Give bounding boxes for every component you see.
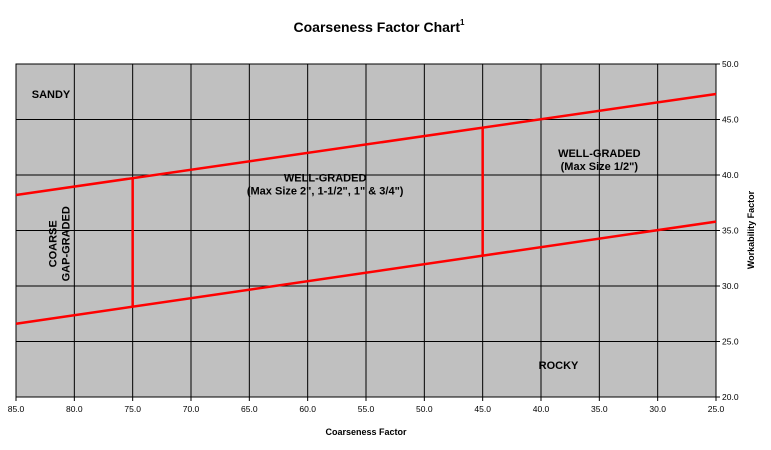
x-tick-label: 55.0 xyxy=(358,404,375,414)
region-label-coarse-gap-graded: COARSEGAP-GRADED xyxy=(48,206,73,281)
region-label-line: ROCKY xyxy=(539,360,579,372)
boundary-lines xyxy=(15,92,717,325)
boundary-line xyxy=(15,92,717,197)
x-tick-label: 35.0 xyxy=(591,404,608,414)
y-tick-label: 50.0 xyxy=(722,59,739,69)
y-tick-label: 35.0 xyxy=(722,226,739,236)
y-tick-label: 20.0 xyxy=(722,392,739,402)
region-label-line: SANDY xyxy=(32,89,71,101)
region-label-line: WELL-GRADED xyxy=(284,172,367,184)
x-tick-label: 80.0 xyxy=(66,404,83,414)
region-label-well-graded-large: WELL-GRADED (Max Size 2", 1-1/2", 1" & 3/… xyxy=(247,172,404,197)
chart-title-text: Coarseness Factor Chart xyxy=(294,19,461,35)
region-label-well-graded-small: WELL-GRADED (Max Size 1/2") xyxy=(558,148,641,173)
x-tick-label: 50.0 xyxy=(416,404,433,414)
region-label-sandy: SANDY xyxy=(32,89,71,101)
x-axis-ticks: 85.0 80.0 75.0 70.0 65.0 60.0 55.0 50.0 45.0 40.0… xyxy=(8,397,725,414)
region-label-line: GAP-GRADED xyxy=(61,206,73,281)
region-label-rocky: ROCKY xyxy=(539,360,579,372)
x-tick-label: 75.0 xyxy=(124,404,141,414)
x-tick-label: 45.0 xyxy=(474,404,491,414)
x-axis-label: Coarseness Factor xyxy=(325,427,407,437)
x-tick-label: 25.0 xyxy=(708,404,725,414)
y-tick-label: 30.0 xyxy=(722,281,739,291)
region-label-line: (Max Size 2", 1-1/2", 1" & 3/4") xyxy=(247,185,404,197)
y-axis-ticks: 20.0 25.0 30.0 35.0 40.0 45.0 50.0 xyxy=(716,59,739,402)
y-tick-label: 25.0 xyxy=(722,337,739,347)
x-tick-label: 40.0 xyxy=(533,404,550,414)
y-tick-label: 45.0 xyxy=(722,115,739,125)
y-axis-label: Workability Factor xyxy=(746,190,756,269)
boundary-line xyxy=(15,220,717,325)
x-tick-label: 65.0 xyxy=(241,404,258,414)
x-tick-label: 60.0 xyxy=(299,404,316,414)
x-tick-label: 70.0 xyxy=(183,404,200,414)
region-label-line: (Max Size 1/2") xyxy=(561,161,639,173)
chart-title: Coarseness Factor Chart1 xyxy=(294,18,466,35)
y-tick-label: 40.0 xyxy=(722,170,739,180)
region-label-line: WELL-GRADED xyxy=(558,148,641,160)
x-tick-label: 85.0 xyxy=(8,404,25,414)
chart-title-superscript: 1 xyxy=(460,18,465,27)
x-tick-label: 30.0 xyxy=(649,404,666,414)
region-label-line: COARSE xyxy=(48,220,60,267)
